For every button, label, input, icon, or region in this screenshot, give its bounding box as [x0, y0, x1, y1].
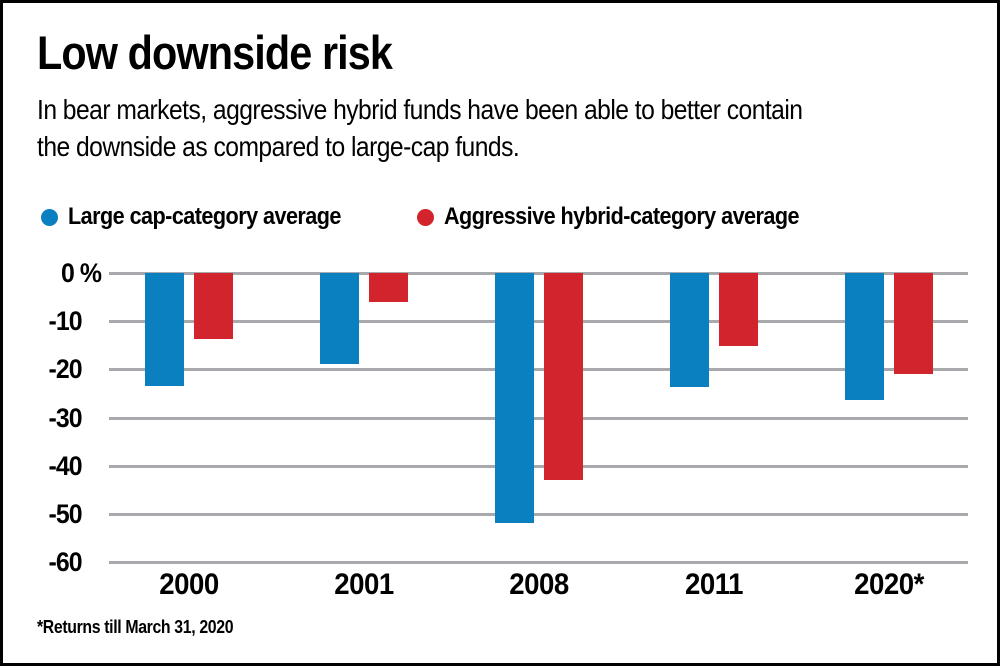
- gridline--20: [109, 368, 968, 372]
- y-axis-tick-label: -30: [48, 402, 83, 433]
- bar-2001-aggressive-hybrid: [369, 273, 408, 302]
- legend-label-aggressive-hybrid: Aggressive hybrid-category average: [444, 203, 800, 230]
- x-axis-label-2011: 2011: [684, 568, 744, 601]
- gridline-0: [109, 272, 968, 275]
- bar-2000-aggressive-hybrid: [194, 273, 233, 339]
- bar-2011-large-cap: [670, 273, 709, 388]
- bar-2020-aggressive-hybrid: [894, 273, 933, 375]
- x-axis-label-2001: 2001: [334, 568, 394, 601]
- bar-2020-large-cap: [845, 273, 884, 400]
- subtitle-line-1: In bear markets, aggressive hybrid funds…: [37, 94, 803, 125]
- y-axis-tick-label: -20: [48, 354, 83, 385]
- bar-2008-aggressive-hybrid: [544, 273, 583, 481]
- bar-2008-large-cap: [495, 273, 534, 523]
- bar-2001-large-cap: [320, 273, 359, 364]
- x-axis-label-2000: 2000: [159, 568, 219, 601]
- legend: Large cap-category average Aggressive hy…: [41, 203, 839, 231]
- legend-item-large-cap: Large cap-category average: [41, 203, 371, 231]
- subtitle-line-2: the downside as compared to large-cap fu…: [37, 131, 520, 162]
- gridline--40: [109, 464, 968, 468]
- x-axis-label-2020: 2020*: [854, 568, 924, 601]
- footnote: *Returns till March 31, 2020: [37, 617, 234, 637]
- bar-2011-aggressive-hybrid: [719, 273, 758, 347]
- y-axis-tick-label: -40: [48, 450, 83, 481]
- y-axis-tick-label: -50: [48, 498, 83, 529]
- bar-2000-large-cap: [145, 273, 184, 386]
- y-axis-tick-label: -10: [48, 306, 83, 337]
- legend-item-aggressive-hybrid: Aggressive hybrid-category average: [417, 203, 838, 231]
- legend-dot-red-icon: [417, 208, 435, 226]
- y-axis-tick-label: 0 %: [60, 258, 102, 288]
- gridline--30: [109, 416, 968, 420]
- chart-subtitle: In bear markets, aggressive hybrid funds…: [37, 91, 803, 165]
- chart-title: Low downside risk: [37, 26, 393, 79]
- x-axis-label-2008: 2008: [509, 568, 569, 601]
- y-axis-tick-label: -60: [48, 547, 83, 577]
- gridline--60: [109, 561, 968, 564]
- gridline--50: [109, 512, 968, 516]
- legend-dot-blue-icon: [41, 208, 58, 226]
- gridline--10: [109, 320, 968, 324]
- legend-label-large-cap: Large cap-category average: [68, 203, 341, 230]
